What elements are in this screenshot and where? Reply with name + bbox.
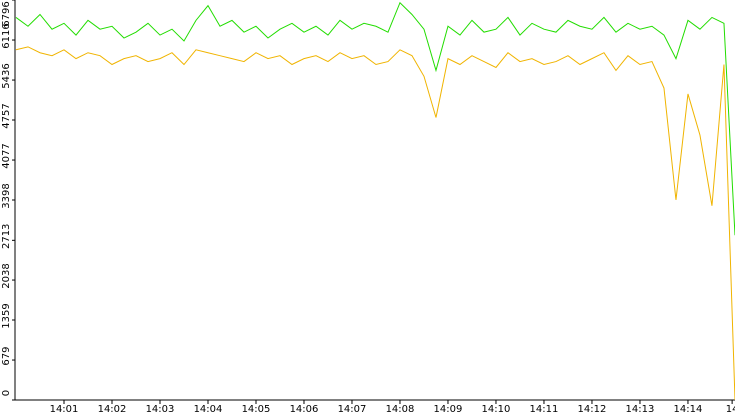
x-tick-label: 14:01 [50, 404, 79, 415]
y-tick-label: 0 [1, 390, 12, 396]
y-tick-label: 4757 [1, 103, 12, 128]
x-tick-label: 14:12 [578, 404, 607, 415]
y-tick-label: 6796 [1, 1, 12, 26]
x-tick-label: 14:13 [626, 404, 655, 415]
x-tick-label: 14:08 [386, 404, 415, 415]
y-tick-label: 6116 [1, 23, 12, 48]
x-tick-label: 14 [726, 404, 735, 415]
x-tick-label: 14:10 [482, 404, 511, 415]
y-tick-label: 5436 [1, 63, 12, 88]
x-tick-label: 14:02 [98, 404, 127, 415]
series-line [15, 1, 735, 236]
y-tick-label: 1359 [1, 303, 12, 328]
x-tick-label: 14:05 [242, 404, 271, 415]
series-line [15, 46, 735, 401]
y-tick-label: 679 [1, 346, 12, 365]
x-tick-label: 14:03 [146, 404, 175, 415]
x-tick-label: 14:09 [434, 404, 463, 415]
x-tick-label: 14:14 [674, 404, 703, 415]
x-tick-label: 14:11 [530, 404, 559, 415]
y-tick-label: 2713 [1, 224, 12, 249]
x-tick-label: 14:04 [194, 404, 223, 415]
x-tick-label: 14:06 [290, 404, 319, 415]
x-tick-label: 14:07 [338, 404, 367, 415]
y-tick-label: 2038 [1, 263, 12, 288]
y-tick-label: 3398 [1, 183, 12, 208]
y-tick-label: 4077 [1, 143, 12, 168]
